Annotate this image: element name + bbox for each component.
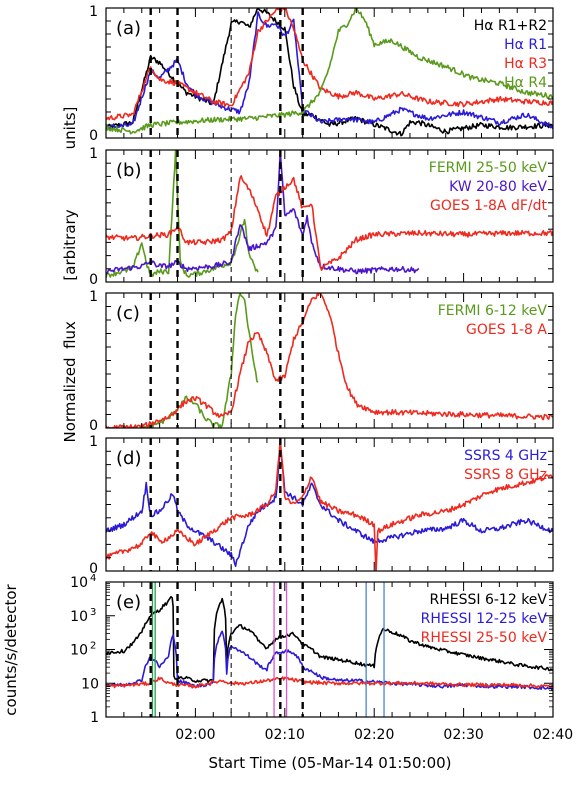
y-axis-label-part-2: [arbitrary [61,209,79,280]
panel-3: 0 1 (c) FERMI 6-12 keV GOES 1-8 A [89,289,554,434]
legend-entry: GOES 1-8A dF/dt [430,198,547,214]
legend-entry: SSRS 8 GHz [464,467,547,483]
series-line-rhessi-6-12-kev [106,595,553,684]
y-tick-label: 10 [70,575,88,591]
x-axis-label: Start Time (05-Mar-14 01:50:00) [208,754,451,772]
panel-5-legend: RHESSI 6-12 keV RHESSI 12-25 keV RHESSI 25… [421,592,548,646]
panel-1-legend: Hα R1+R2 Hα R1 Hα R3 Hα R4 [474,18,547,91]
legend-entry: Hα R3 [504,56,547,72]
panel-label: (a) [116,18,141,39]
series-line-h-r1-r2 [106,8,553,137]
y-tick-label: 1 [89,289,98,305]
y-axis-label-bottom: counts/s/detector [2,583,20,715]
panel-4-legend: SSRS 4 GHz SSRS 8 GHz [464,448,547,483]
y-tick-label-exponent: 4 [90,573,96,584]
legend-entry: RHESSI 12-25 keV [421,611,548,627]
panel-label: (d) [116,448,141,469]
y-tick-label: 10 [70,609,88,625]
panel-2: 0 1 (b) FERMI 25-50 keV KW 20-80 keV GOES 1-8… [89,146,554,288]
series-line-ssrs-4-ghz [106,444,553,568]
panel-1: 0 1 (a) Hα R1+R2 Hα R1 Hα R3 Hα R4 [89,4,554,144]
series-line-rhessi-12-25-kev [106,630,553,691]
series-line-goes-1-8a-df-dt [106,175,553,272]
y-axis-label-part-3: flux [61,321,79,349]
x-tick-label: 02:40 [533,727,573,743]
series-line-ssrs-8-ghz [106,438,553,571]
series-line-kw-20-80-kev [106,150,420,275]
series-line-rhessi-25-50-kev [106,676,553,689]
panel-1-series [106,8,553,137]
legend-entry: FERMI 25-50 keV [429,160,548,176]
panel-3-series [106,293,553,428]
panel-5-series [106,595,553,691]
series-line-goes-1-8-a [106,293,553,428]
legend-entry: Hα R1 [504,37,547,53]
series-line-fermi-6-12-kev [141,293,259,428]
x-tick-label: 02:00 [175,727,215,743]
y-tick-label: 1 [90,710,99,726]
y-axis-label-part-4: Normalized [61,357,79,442]
legend-entry: FERMI 6-12 keV [438,303,548,319]
x-tick-label: 02:10 [265,727,305,743]
x-tick-label: 02:30 [443,727,483,743]
y-tick-label: 1 [89,4,98,20]
panel-label: (c) [116,303,140,324]
y-tick-label: 1 [89,146,98,162]
y-tick-label: 0 [89,561,98,577]
y-tick-label: 0 [89,272,98,288]
series-line-h-r3 [106,8,553,121]
panel-4: 0 1 (d) SSRS 4 GHz SSRS 8 GHz [89,434,554,577]
series-line-h-r1 [106,11,553,131]
panel-2-series [106,150,553,279]
panel-label: (e) [116,592,141,613]
panel-3-legend: FERMI 6-12 keV GOES 1-8 A [438,303,548,338]
panel-2-legend: FERMI 25-50 keV KW 20-80 keV GOES 1-8A dF/… [429,160,548,214]
legend-entry: SSRS 4 GHz [464,448,547,464]
legend-entry: RHESSI 6-12 keV [430,592,548,608]
y-tick-label: 0 [89,128,98,144]
y-tick-label: 0 [89,418,98,434]
y-axis-label-part-1: units] [61,107,79,150]
legend-entry: Hα R1+R2 [474,18,547,34]
y-tick-label-exponent: 2 [90,641,96,652]
series-line-h-r4 [106,8,553,135]
y-tick-label: 1 [89,434,98,450]
y-tick-label-exponent: 3 [90,607,96,618]
y-tick-label: 10 [70,643,88,659]
legend-entry: GOES 1-8 A [466,322,547,338]
legend-entry: RHESSI 25-50 keV [421,630,548,646]
panel-4-series [106,438,553,571]
x-tick-label: 02:20 [354,727,394,743]
legend-entry: KW 20-80 keV [449,179,547,195]
panel-label: (b) [116,160,141,181]
legend-entry: Hα R4 [504,75,547,91]
y-tick-label: 10 [81,676,99,692]
